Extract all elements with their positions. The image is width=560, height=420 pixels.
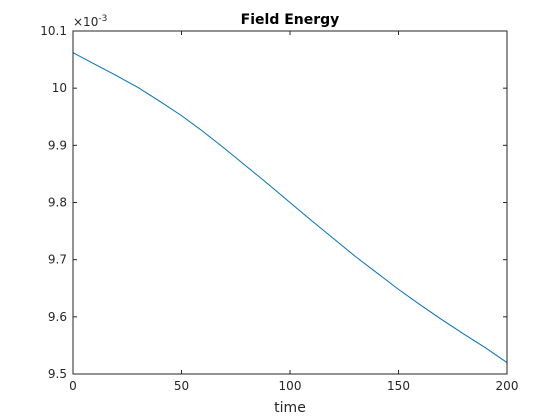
x-tick-layer: 0 50 100 150 200 bbox=[69, 31, 518, 393]
series-line bbox=[72, 52, 508, 363]
y-tick-label: 10 bbox=[52, 81, 67, 95]
x-tick-label: 150 bbox=[387, 379, 410, 393]
x-tick-label: 0 bbox=[69, 379, 77, 393]
y-tick-layer: 9.5 9.6 9.7 9.8 9.9 10 10.1 bbox=[40, 24, 507, 381]
series-layer bbox=[72, 52, 508, 363]
y-exponent-label: ×10-3 bbox=[73, 14, 107, 29]
data-point bbox=[138, 87, 139, 88]
x-tick-label: 100 bbox=[279, 379, 302, 393]
data-point bbox=[203, 131, 204, 132]
x-axis-label: time bbox=[274, 400, 306, 416]
data-point bbox=[224, 148, 225, 149]
y-tick-label: 9.5 bbox=[48, 367, 67, 381]
chart-title: Field Energy bbox=[241, 12, 340, 28]
data-point bbox=[355, 256, 356, 257]
y-tick-label: 10.1 bbox=[40, 24, 67, 38]
data-point bbox=[376, 272, 377, 273]
y-tick-label: 9.9 bbox=[48, 138, 67, 152]
x-tick-label: 50 bbox=[174, 379, 189, 393]
data-point bbox=[268, 184, 269, 185]
data-point bbox=[485, 347, 486, 348]
data-point bbox=[333, 238, 334, 239]
data-point bbox=[398, 289, 399, 290]
data-point bbox=[311, 220, 312, 221]
data-point bbox=[246, 166, 247, 167]
data-point bbox=[441, 319, 442, 320]
data-point bbox=[181, 115, 182, 116]
y-tick-label: 9.7 bbox=[48, 253, 67, 267]
data-point bbox=[463, 333, 464, 334]
data-point bbox=[116, 75, 117, 76]
y-exponent-power: -3 bbox=[98, 14, 107, 24]
data-point bbox=[420, 304, 421, 305]
data-point bbox=[290, 202, 291, 203]
y-tick-label: 9.6 bbox=[48, 310, 67, 324]
data-point bbox=[94, 64, 95, 65]
y-tick-label: 9.8 bbox=[48, 196, 67, 210]
data-point bbox=[159, 101, 160, 102]
x-tick-label: 200 bbox=[496, 379, 519, 393]
y-exponent-base: ×10 bbox=[73, 15, 98, 29]
